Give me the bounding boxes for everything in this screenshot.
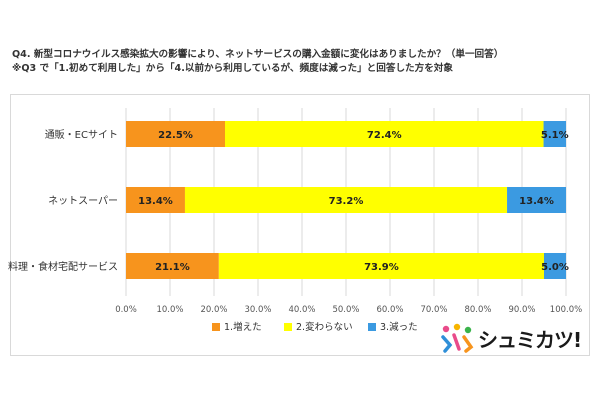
bar-segment [126,253,219,279]
legend-label: 3.減った [380,321,418,333]
x-tick-label: 0.0% [115,305,137,315]
data-label: 5.1% [541,130,569,141]
x-tick-label: 60.0% [376,305,403,315]
logo-mark-icon [441,323,474,353]
question-note: ※Q3 で「1.初めて利用した」から「4.以前から利用しているが、頻度は減った」… [12,63,453,74]
legend-swatch [368,323,376,331]
bar-segment [184,187,508,213]
x-tick-label: 10.0% [156,305,183,315]
legend-label: 2.変わらない [296,321,353,333]
category-label: 料理・食材宅配サービス [8,260,118,273]
x-tick-label: 50.0% [332,305,359,315]
x-tick-label: 20.0% [200,305,227,315]
x-tick-label: 100.0% [550,305,582,315]
x-tick-label: 80.0% [464,305,491,315]
bar-segment [543,121,566,147]
data-label: 73.2% [329,196,364,207]
data-label: 22.5% [158,130,193,141]
legend-label: 1.増えた [224,321,262,333]
x-tick-label: 90.0% [508,305,535,315]
bar-segment [218,253,544,279]
data-label: 21.1% [155,262,190,273]
x-tick-label: 40.0% [288,305,315,315]
data-label: 72.4% [367,130,402,141]
data-label: 13.4% [138,196,173,207]
bar-segment [544,253,566,279]
bar-segment [126,187,185,213]
data-label: 13.4% [519,196,554,207]
bar-segment [225,121,544,147]
shumikatsu-logo: シュミカツ! [440,322,582,354]
data-label: 5.0% [541,262,569,273]
bar-segment [507,187,566,213]
data-label: 73.9% [364,262,399,273]
logo-text: シュミカツ! [478,327,582,352]
category-label: ネットスーパー [48,195,118,207]
legend-swatch [284,323,292,331]
x-tick-label: 30.0% [244,305,271,315]
question-title: Q4. 新型コロナウイルス感染拡大の影響により、ネットサービスの購入金額に変化は… [12,49,504,60]
bar-segment [126,121,225,147]
x-tick-label: 70.0% [420,305,447,315]
legend-swatch [212,323,220,331]
category-label: 通販・ECサイト [45,129,118,141]
